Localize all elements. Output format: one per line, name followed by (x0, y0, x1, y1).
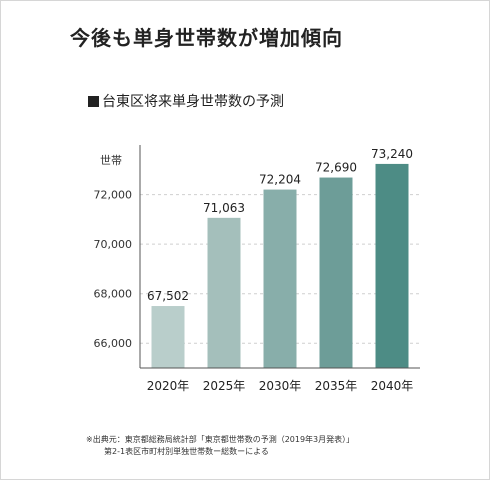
value-label: 72,690 (315, 161, 357, 175)
x-tick-label: 2040年 (371, 379, 414, 393)
source-line-2: 第2-1表区市町村別単独世帯数ー総数ーによる (104, 447, 269, 456)
bar (263, 189, 297, 368)
x-tick-label: 2020年 (147, 379, 190, 393)
bars (151, 163, 409, 368)
headline: 今後も単身世帯数が増加傾向 (70, 26, 343, 50)
chart-title: 台東区将来単身世帯数の予測 (88, 91, 284, 111)
y-axis-unit: 世帯 (100, 154, 122, 167)
x-tick-label: 2030年 (259, 379, 302, 393)
value-label: 71,063 (203, 201, 245, 215)
y-tick-label: 66,000 (94, 337, 133, 350)
square-bullet-icon (88, 96, 99, 107)
bar (319, 177, 353, 368)
chart-title-text: 台東区将来単身世帯数の予測 (102, 94, 284, 110)
x-tick-label: 2025年 (203, 379, 246, 393)
y-tick-label: 70,000 (94, 238, 133, 251)
value-label: 67,502 (147, 289, 189, 303)
source-line-1: ※出典元：東京都総務局統計部「東京都世帯数の予測（2019年3月発表）」 (86, 435, 355, 444)
x-tick-label: 2035年 (315, 379, 358, 393)
y-tick-label: 68,000 (94, 288, 133, 301)
bar (207, 217, 241, 368)
y-tick-labels: 66,000 68,000 70,000 72,000 (94, 189, 133, 351)
source-note: ※出典元：東京都総務局統計部「東京都世帯数の予測（2019年3月発表）」 第2-… (86, 434, 354, 458)
y-tick-label: 72,000 (94, 189, 133, 202)
value-labels: 67,502 71,063 72,204 72,690 73,240 (147, 147, 413, 303)
value-label: 72,204 (259, 173, 301, 187)
bar (151, 306, 185, 368)
value-label: 73,240 (371, 147, 413, 161)
x-tick-labels: 2020年 2025年 2030年 2035年 2040年 (147, 379, 414, 393)
bar (375, 163, 409, 368)
